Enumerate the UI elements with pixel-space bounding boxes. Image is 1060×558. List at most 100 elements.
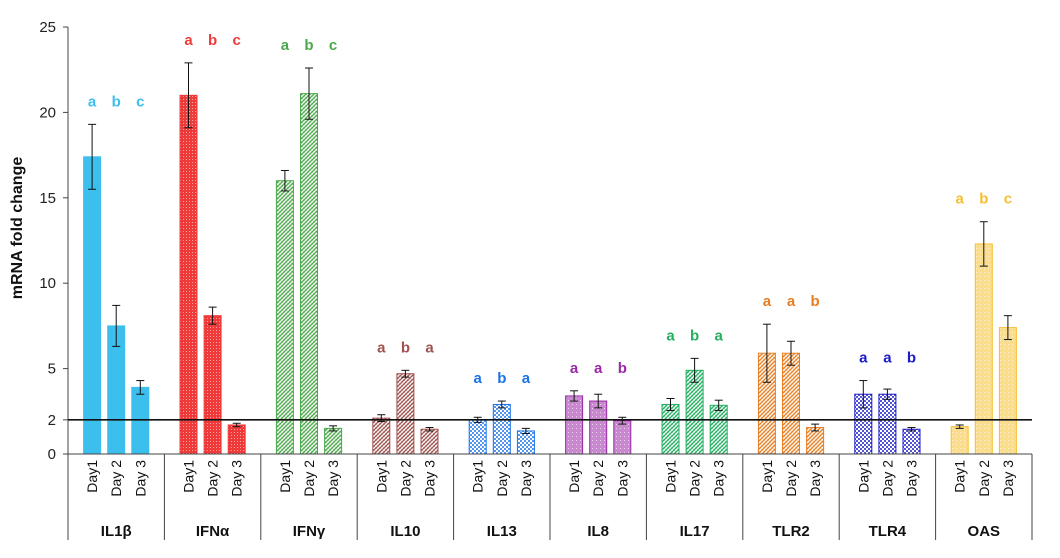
group-label: IFNγ bbox=[293, 523, 326, 540]
group-label: TLR2 bbox=[772, 523, 810, 540]
bar-IFNγ-day3 bbox=[324, 427, 343, 455]
group-label: IL13 bbox=[487, 523, 517, 540]
x-tick-label: Day 3 bbox=[518, 460, 534, 497]
significance-letter: a bbox=[715, 327, 724, 344]
x-tick-label: Day1 bbox=[663, 460, 679, 493]
x-tick-label: Day 3 bbox=[325, 460, 341, 497]
significance-letter: a bbox=[88, 93, 97, 110]
significance-letter: b bbox=[690, 327, 699, 344]
bar-IL10-day2 bbox=[396, 373, 415, 455]
group-label: IL10 bbox=[390, 523, 420, 540]
group-label: TLR4 bbox=[869, 523, 907, 540]
significance-letter: a bbox=[666, 327, 675, 344]
group-label: IL17 bbox=[680, 523, 710, 540]
bar-IFNα-day3 bbox=[227, 424, 246, 455]
significance-letter: a bbox=[474, 370, 483, 387]
bar-IFNα-day2 bbox=[203, 315, 222, 455]
x-tick-label: Day 2 bbox=[687, 460, 703, 497]
significance-letter: a bbox=[425, 339, 434, 356]
x-tick-label: Day 2 bbox=[494, 460, 510, 497]
significance-letter: a bbox=[763, 293, 772, 310]
bar-TLR4-day3 bbox=[902, 428, 921, 455]
y-tick-label: 20 bbox=[39, 104, 56, 121]
x-tick-label: Day1 bbox=[566, 460, 582, 493]
x-tick-label: Day 3 bbox=[807, 460, 823, 497]
y-tick-label: 10 bbox=[39, 275, 56, 292]
significance-letter: b bbox=[497, 370, 506, 387]
significance-letter: b bbox=[304, 37, 313, 54]
bar-IL1β-day3 bbox=[131, 386, 150, 455]
x-tick-label: Day 2 bbox=[205, 460, 221, 497]
bar-IL8-day2 bbox=[589, 400, 608, 455]
bar-OAS-day2 bbox=[974, 243, 993, 455]
x-tick-label: Day1 bbox=[952, 460, 968, 493]
bar-OAS-day1 bbox=[950, 426, 969, 455]
significance-letter: c bbox=[329, 37, 337, 54]
bar-IL10-day3 bbox=[420, 428, 439, 455]
significance-letter: b bbox=[907, 350, 916, 367]
bar-TLR2-day2 bbox=[782, 352, 800, 455]
x-tick-label: Day 2 bbox=[976, 460, 992, 497]
significance-letter: c bbox=[233, 32, 241, 49]
group-label: IL8 bbox=[587, 523, 609, 540]
significance-letter: a bbox=[522, 370, 531, 387]
bar-TLR2-day3 bbox=[806, 427, 825, 455]
significance-letter: b bbox=[811, 293, 820, 310]
x-tick-label: Day 3 bbox=[614, 460, 630, 497]
y-tick-label: 2 bbox=[48, 412, 56, 429]
group-label: IL1β bbox=[101, 523, 132, 540]
x-tick-label: Day 3 bbox=[132, 460, 148, 497]
significance-letter: a bbox=[956, 191, 965, 208]
significance-letter: a bbox=[377, 339, 386, 356]
y-tick-label: 0 bbox=[48, 446, 56, 463]
x-tick-label: Day 2 bbox=[301, 460, 317, 497]
significance-letter: c bbox=[1004, 191, 1012, 208]
bar-IL13-day1 bbox=[468, 419, 487, 455]
y-tick-label: 25 bbox=[39, 19, 56, 36]
significance-letter: a bbox=[570, 360, 579, 377]
x-tick-label: Day1 bbox=[277, 460, 293, 493]
bar-IL13-day2 bbox=[492, 403, 511, 455]
x-tick-label: Day 3 bbox=[711, 460, 727, 497]
bar-OAS-day3 bbox=[998, 327, 1017, 455]
bar-IFNγ-day2 bbox=[300, 93, 318, 455]
bar-IL1β-day1 bbox=[83, 156, 102, 455]
y-tick-label: 5 bbox=[48, 361, 56, 378]
x-tick-label: Day1 bbox=[759, 460, 775, 493]
bar-IL10-day1 bbox=[372, 417, 391, 455]
bar-TLR4-day2 bbox=[878, 393, 897, 455]
x-tick-label: Day1 bbox=[84, 460, 100, 493]
y-tick-label: 15 bbox=[39, 190, 56, 207]
bar-IL8-day1 bbox=[565, 395, 584, 455]
bar-IL17-day1 bbox=[661, 403, 680, 455]
group-label: OAS bbox=[968, 523, 1001, 540]
significance-letter: a bbox=[184, 32, 193, 49]
x-tick-label: Day 3 bbox=[1000, 460, 1016, 497]
significance-letter: a bbox=[281, 37, 290, 54]
y-axis-title: mRNA fold change bbox=[9, 157, 26, 300]
x-tick-label: Day 2 bbox=[108, 460, 124, 497]
x-tick-label: Day1 bbox=[373, 460, 389, 493]
significance-letter: a bbox=[787, 293, 796, 310]
bar-IL17-day2 bbox=[685, 369, 704, 455]
x-tick-label: Day 2 bbox=[879, 460, 895, 497]
group-label: IFNα bbox=[196, 523, 230, 540]
significance-letter: a bbox=[594, 360, 603, 377]
bar-IL13-day3 bbox=[516, 430, 535, 455]
significance-letter: a bbox=[859, 350, 868, 367]
significance-letter: b bbox=[208, 32, 217, 49]
x-tick-label: Day 2 bbox=[397, 460, 413, 497]
x-tick-label: Day 3 bbox=[229, 460, 245, 497]
significance-letter: a bbox=[883, 350, 892, 367]
bar-IL17-day3 bbox=[709, 404, 728, 455]
x-tick-label: Day1 bbox=[470, 460, 486, 493]
significance-letter: b bbox=[618, 360, 627, 377]
bar-IFNγ-day1 bbox=[275, 180, 294, 455]
significance-letter: c bbox=[136, 93, 144, 110]
x-axis: Day1 Day 2 Day 3 IL1β Day1 Day 2 Day 3 IFNα Day1… bbox=[67, 453, 1033, 540]
bar-IFNα-day1 bbox=[179, 94, 198, 455]
x-tick-label: Day1 bbox=[855, 460, 871, 493]
x-tick-label: Day 2 bbox=[590, 460, 606, 497]
